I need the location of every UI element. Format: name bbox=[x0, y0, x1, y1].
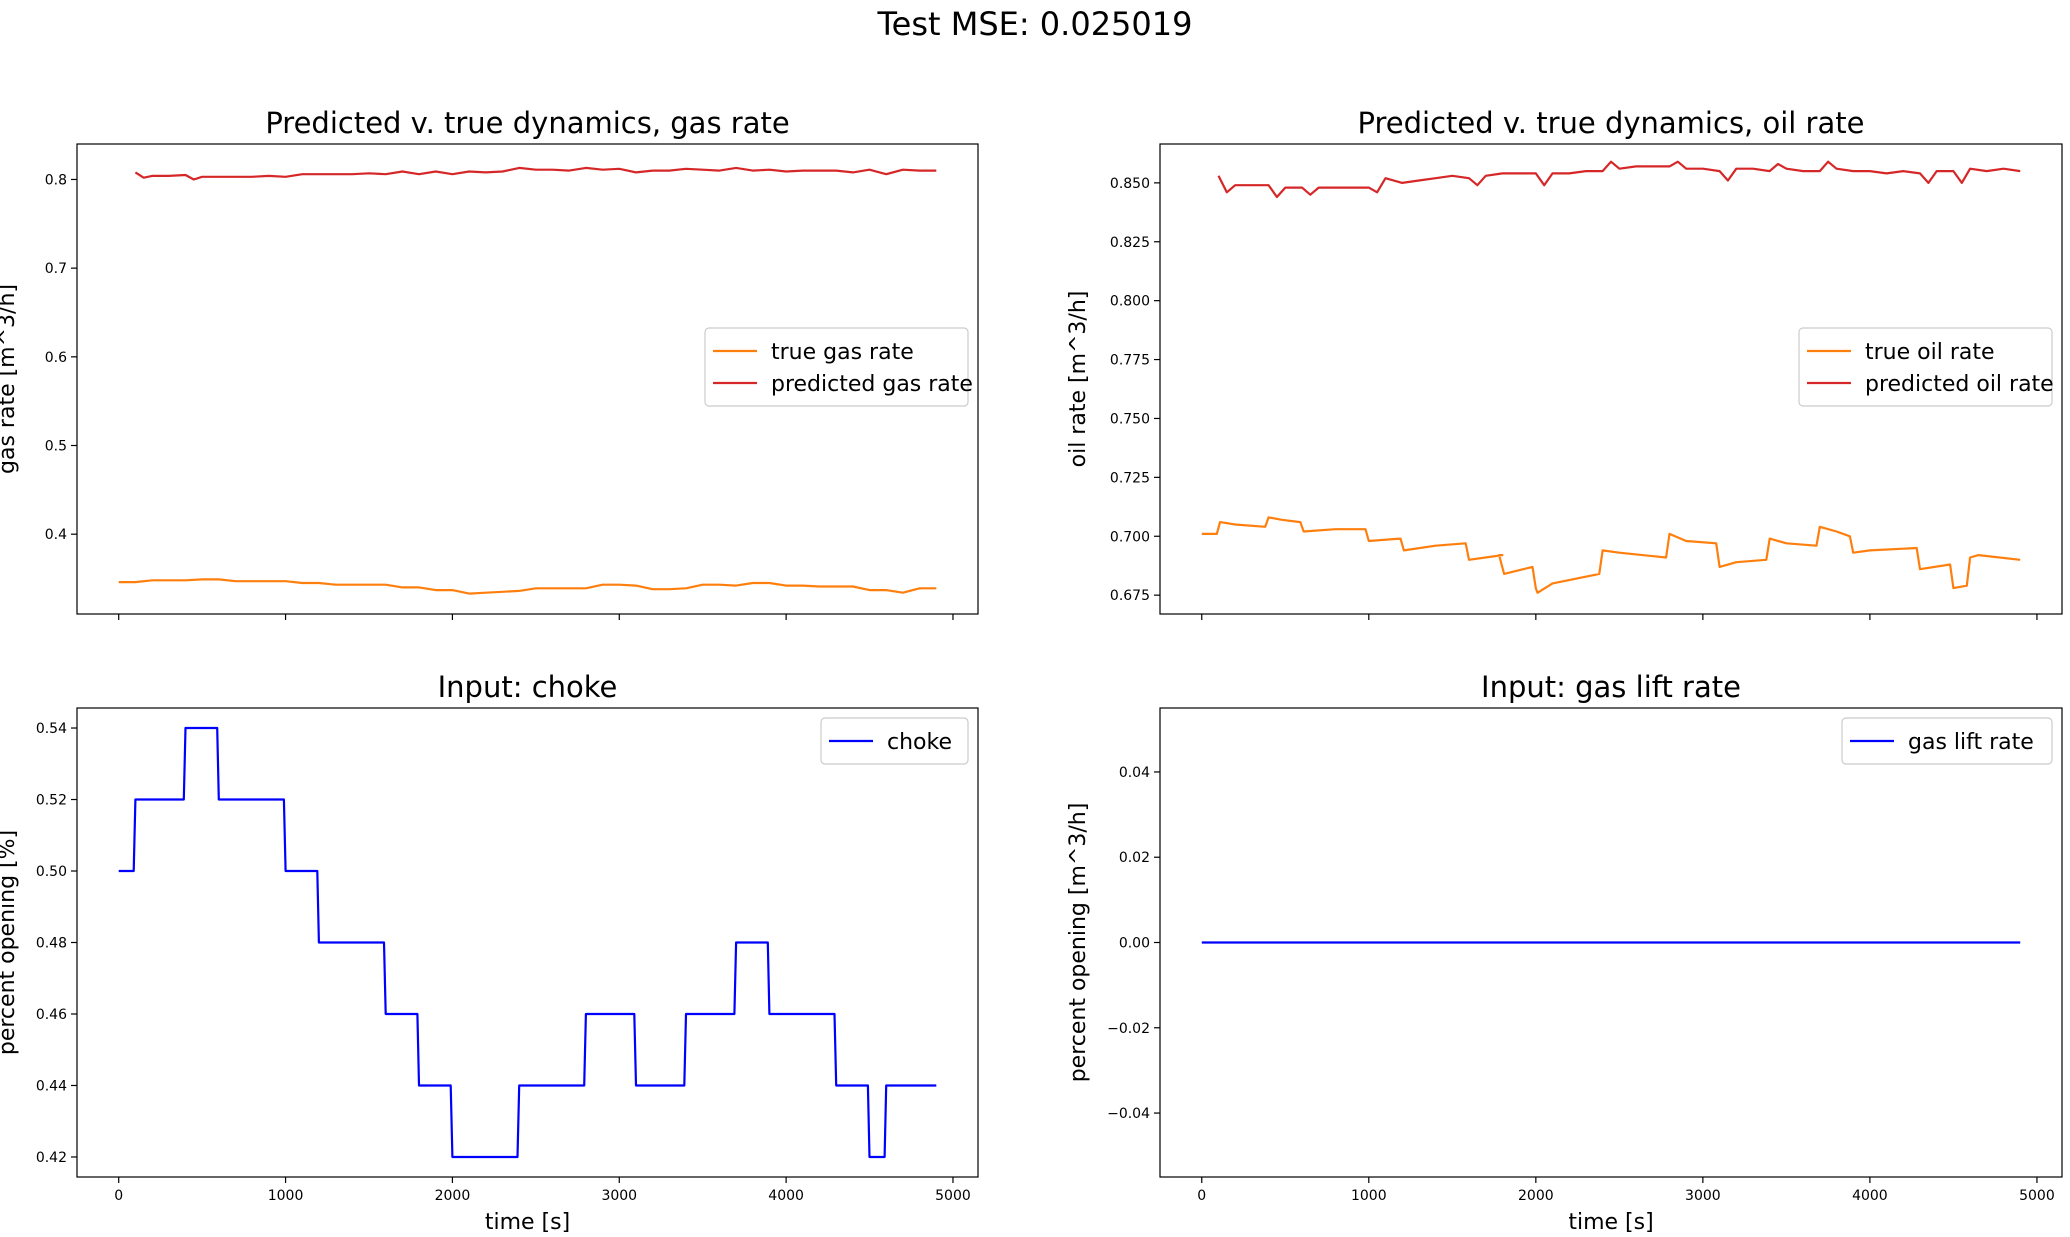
y-tick-label: 0.02 bbox=[1119, 850, 1150, 866]
legend-entry: true gas rate bbox=[771, 340, 914, 365]
legend-box bbox=[1798, 327, 2053, 407]
axes-frame bbox=[1159, 707, 2063, 1178]
x-tick-label: 3000 bbox=[601, 1188, 637, 1204]
legend: true gas rate predicted gas rate bbox=[704, 327, 973, 407]
y-tick-label: 0.04 bbox=[1119, 765, 1150, 781]
y-tick-label: −0.02 bbox=[1107, 1021, 1150, 1037]
x-tick-label: 1000 bbox=[1351, 1188, 1387, 1204]
series-line-predicted-gas-rate bbox=[134, 166, 937, 181]
y-tick-label: 0.8 bbox=[45, 172, 67, 188]
y-axis-label: gas rate [m^3/h] bbox=[0, 284, 20, 474]
axes-frame bbox=[1159, 143, 2063, 615]
x-tick-label: 1000 bbox=[268, 1188, 304, 1204]
panel-title: Predicted v. true dynamics, oil rate bbox=[1358, 106, 1865, 140]
x-tick-label: 2000 bbox=[435, 1188, 471, 1204]
chart-panel-1: Predicted v. true dynamics, gas rate gas … bbox=[0, 106, 979, 620]
panel-title: Predicted v. true dynamics, gas rate bbox=[265, 106, 789, 140]
chart-panel-4: Input: gas lift rate percent opening [m^3… bbox=[1066, 670, 2063, 1235]
legend: choke bbox=[820, 717, 969, 765]
series-line-true-gas-rate bbox=[118, 578, 937, 595]
figure-suptitle: Test MSE: 0.025019 bbox=[877, 5, 1193, 43]
y-axis-label: oil rate [m^3/h] bbox=[1066, 291, 1091, 468]
y-tick-label: 0.800 bbox=[1110, 294, 1150, 310]
x-tick-label: 0 bbox=[114, 1188, 123, 1204]
y-axis-label: percent opening [%] bbox=[0, 830, 20, 1055]
y-tick-label: 0.54 bbox=[36, 721, 67, 737]
x-tick-label: 2000 bbox=[1518, 1188, 1554, 1204]
y-tick-label: 0.52 bbox=[36, 793, 67, 809]
y-tick-label: 0.42 bbox=[36, 1150, 67, 1166]
legend-entry: choke bbox=[887, 730, 952, 755]
y-tick-label: 0.00 bbox=[1119, 936, 1150, 952]
chart-panel-2: Predicted v. true dynamics, oil rate oil … bbox=[1066, 106, 2063, 620]
panel-title: Input: gas lift rate bbox=[1481, 670, 1741, 704]
x-tick-label: 4000 bbox=[1852, 1188, 1888, 1204]
y-tick-label: 0.850 bbox=[1110, 176, 1150, 192]
y-tick-label: 0.7 bbox=[45, 261, 67, 277]
y-tick-label: 0.48 bbox=[36, 936, 67, 952]
y-tick-label: 0.700 bbox=[1110, 529, 1150, 545]
y-tick-label: 0.46 bbox=[36, 1007, 67, 1023]
axes-frame bbox=[76, 707, 979, 1178]
y-tick-label: 0.675 bbox=[1110, 588, 1150, 604]
y-tick-label: 0.750 bbox=[1110, 411, 1150, 427]
y-tick-label: 0.725 bbox=[1110, 470, 1150, 486]
legend-box bbox=[704, 327, 969, 407]
y-tick-label: 0.50 bbox=[36, 864, 67, 880]
legend-box bbox=[1841, 717, 2053, 765]
y-tick-label: 0.6 bbox=[45, 350, 67, 366]
y-tick-label: −0.04 bbox=[1107, 1106, 1150, 1122]
x-tick-label: 5000 bbox=[935, 1188, 971, 1204]
legend: gas lift rate bbox=[1841, 717, 2053, 765]
legend-entry: predicted oil rate bbox=[1865, 372, 2054, 397]
legend-entry: predicted gas rate bbox=[771, 372, 973, 397]
x-axis-label: time [s] bbox=[485, 1210, 570, 1235]
y-tick-label: 0.775 bbox=[1110, 353, 1150, 369]
y-tick-label: 0.44 bbox=[36, 1078, 67, 1094]
series-line-true-oil-rate bbox=[1201, 516, 2021, 594]
axes-frame bbox=[76, 143, 979, 615]
chart-panel-3: Input: choke percent opening [%] time [s] 0… bbox=[0, 670, 979, 1235]
x-tick-label: 4000 bbox=[768, 1188, 804, 1204]
legend: true oil rate predicted oil rate bbox=[1798, 327, 2054, 407]
series-line-choke bbox=[118, 726, 937, 1159]
legend-entry: true oil rate bbox=[1865, 340, 1995, 365]
series-line-predicted-oil-rate bbox=[1217, 160, 2021, 199]
x-tick-label: 5000 bbox=[2019, 1188, 2055, 1204]
x-axis-label: time [s] bbox=[1568, 1210, 1653, 1235]
legend-entry: gas lift rate bbox=[1908, 730, 2034, 755]
x-tick-label: 3000 bbox=[1685, 1188, 1721, 1204]
panel-title: Input: choke bbox=[438, 670, 618, 704]
y-axis-label: percent opening [m^3/h] bbox=[1066, 803, 1091, 1083]
y-tick-label: 0.825 bbox=[1110, 235, 1150, 251]
y-tick-label: 0.5 bbox=[45, 439, 67, 455]
y-tick-label: 0.4 bbox=[45, 527, 67, 543]
legend-box bbox=[820, 717, 969, 765]
x-tick-label: 0 bbox=[1197, 1188, 1206, 1204]
